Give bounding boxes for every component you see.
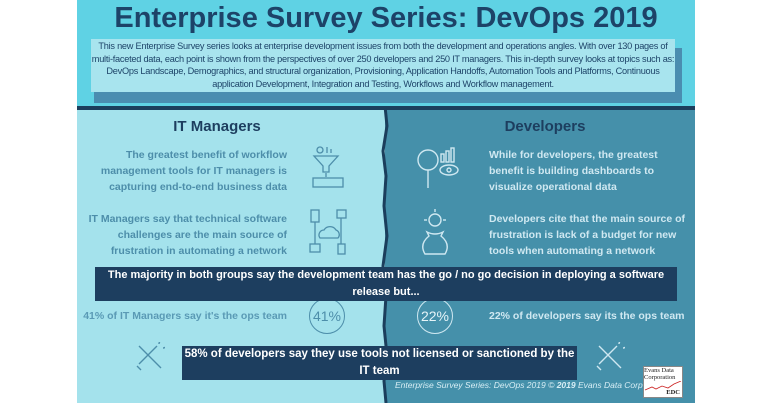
dev-stat-text: 22% of developers say its the ops team [489, 310, 685, 322]
logo-line1: Evans Data [644, 367, 674, 374]
it-stat-text: 41% of IT Managers say it's the ops team [83, 310, 287, 322]
it-point-1: The greatest benefit of workflow managem… [100, 149, 287, 193]
infographic: Enterprise Survey Series: DevOps 2019 Th… [77, 0, 695, 403]
developers-heading: Developers [504, 118, 586, 135]
dev-point-1: While for developers, the greatest benef… [489, 149, 658, 193]
dev-point-2: Developers cite that the main source of … [489, 213, 686, 257]
banner-unlicensed-tools: 58% of developers say they use tools not… [182, 346, 577, 380]
page-title: Enterprise Survey Series: DevOps 2019 [114, 2, 658, 34]
banner-go-no-go: The majority in both groups say the deve… [95, 267, 677, 301]
edc-logo: Evans Data Corporation EDC [643, 366, 683, 398]
credit-text: Enterprise Survey Series: DevOps 2019 © … [395, 380, 643, 390]
credit-suffix: Evans Data Corp [575, 380, 643, 390]
logo-line2: Corporation [644, 374, 676, 381]
it-stat-circle: 41% [309, 298, 345, 334]
it-managers-heading: IT Managers [173, 118, 261, 135]
credit-prefix: Enterprise Survey Series: DevOps 2019 © [395, 380, 557, 390]
credit-year: 2019 [556, 380, 576, 390]
wrench-screwdriver-icon [136, 342, 165, 371]
logo-abbr: EDC [666, 389, 680, 396]
magnifier-dashboard-icon [417, 147, 459, 188]
dev-stat-circle: 22% [417, 298, 453, 334]
logo-chart-line [644, 381, 682, 391]
network-cloud-icon [309, 209, 347, 255]
wrench-screwdriver-icon [596, 342, 625, 371]
money-bag-icon [422, 209, 448, 255]
intro-text: This new Enterprise Survey series looks … [91, 39, 675, 92]
funnel-data-icon [312, 146, 344, 188]
it-point-2: IT Managers say that technical software … [88, 213, 287, 257]
header: Enterprise Survey Series: DevOps 2019 Th… [77, 0, 695, 106]
